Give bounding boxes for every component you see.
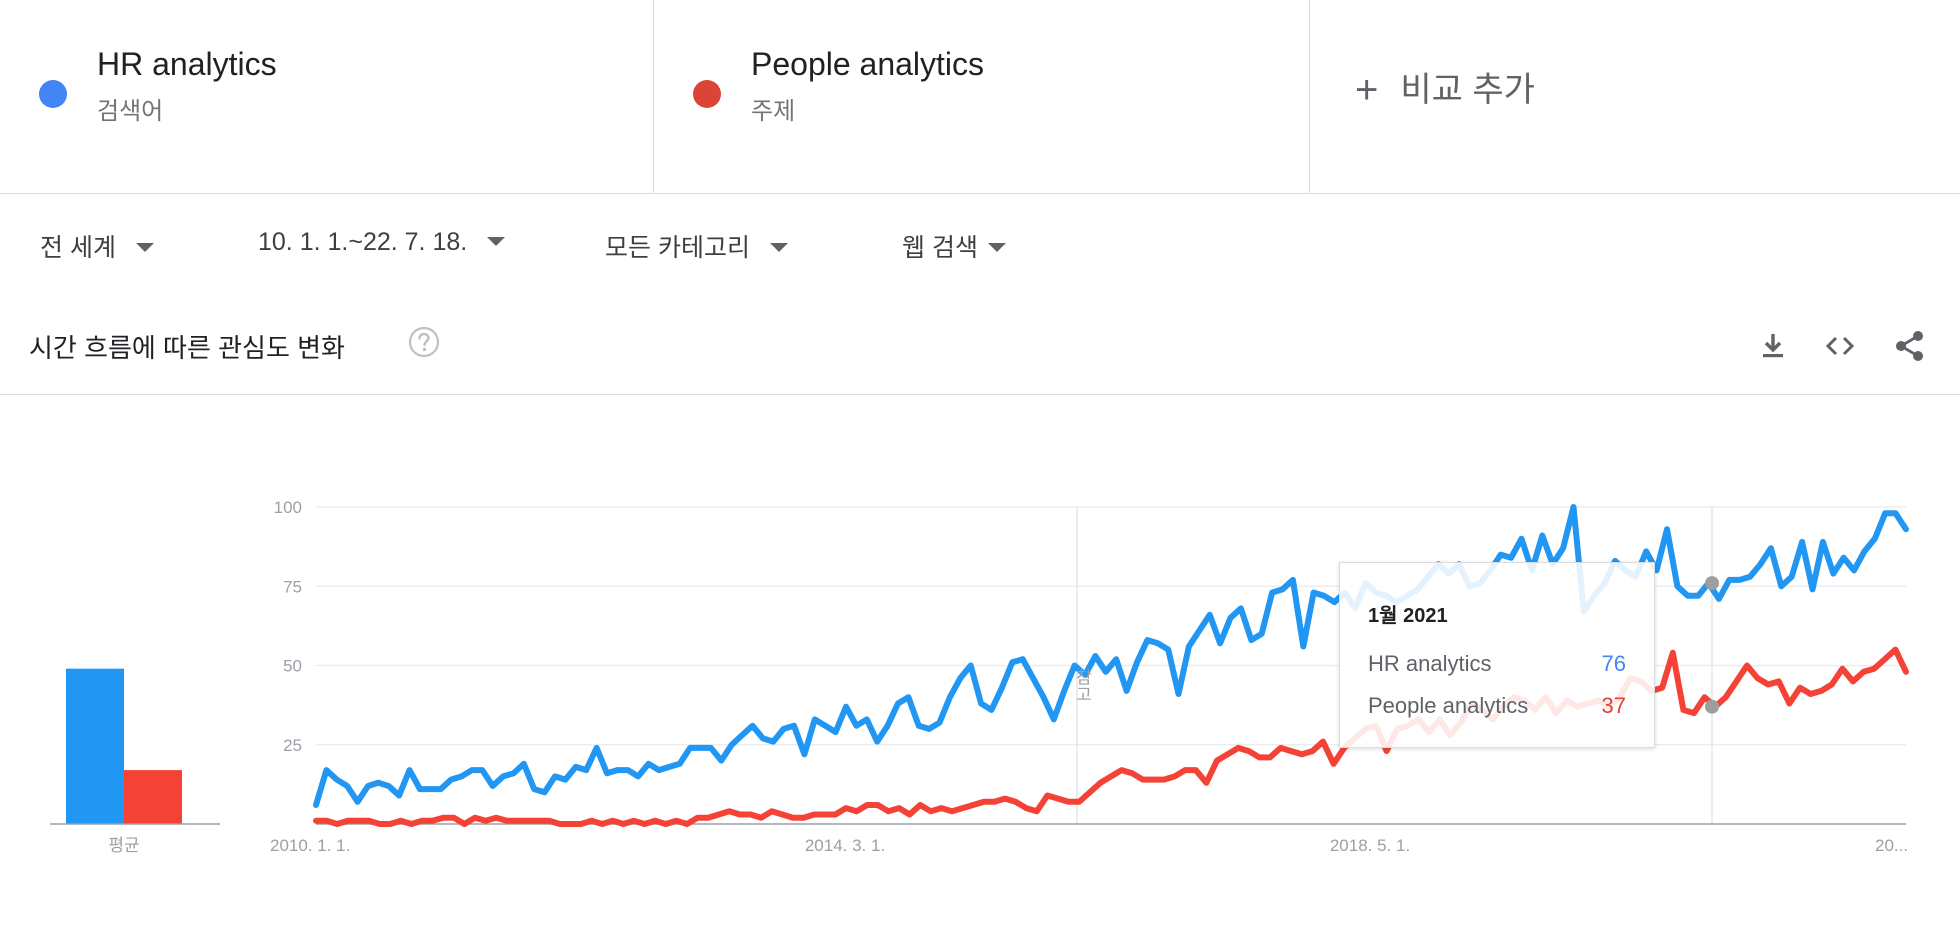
tooltip-series-value: 37 [1601,693,1626,718]
series-color-dot-blue [39,80,67,108]
region-label: 전 세계 [40,234,116,262]
category-dropdown[interactable]: 모든 카테고리 [605,228,788,264]
y-tick-label: 50 [283,657,302,676]
term-card-people-analytics[interactable]: People analytics 주제 [654,0,1310,193]
caret-down-icon [769,243,788,252]
date-range-label: 10. 1. 1.~22. 7. 18. [258,228,468,256]
interest-over-time-chart[interactable]: 평균 25 50 75 100 참고 2010. 1. 1. 2014. 3. 1. 2018.… [0,395,1960,944]
term-name: People analytics [751,46,985,82]
category-label: 모든 카테고리 [605,234,750,262]
series-line [313,646,1909,827]
x-tick-label: 2014. 3. 1. [805,836,885,855]
date-range-dropdown[interactable]: 10. 1. 1.~22. 7. 18. [258,228,506,257]
section-header: 시간 흐름에 따른 관심도 변화 [0,316,1960,395]
average-bar [66,668,124,824]
term-card-hr-analytics[interactable]: HR analytics 검색어 [0,0,654,193]
code-embed-icon[interactable] [1822,328,1858,364]
y-tick-label: 75 [283,577,302,596]
caret-down-icon [487,237,506,246]
download-icon[interactable] [1755,328,1791,364]
plus-icon: + [1355,68,1379,112]
compare-terms-bar: HR analytics 검색어 People analytics 주제 + 비교… [0,0,1960,194]
add-compare-button[interactable]: + 비교 추가 [1355,62,1535,113]
add-compare-card: + 비교 추가 [1310,0,1960,193]
chart-tooltip: 1월 2021 HR analytics 76 People analytics… [1339,562,1655,748]
caret-down-icon [135,243,154,252]
series-color-dot-red [693,80,721,108]
help-circle-icon[interactable] [408,326,440,358]
tooltip-series-label: HR analytics [1368,651,1492,676]
caret-down-icon [987,243,1006,252]
search-type-dropdown[interactable]: 웹 검색 [902,228,1006,264]
filter-bar: 전 세계 10. 1. 1.~22. 7. 18. 모든 카테고리 웹 검색 [0,228,1960,272]
x-tick-label: 20... [1875,836,1908,855]
average-label: 평균 [108,836,139,855]
x-tick-label: 2018. 5. 1. [1330,836,1410,855]
tooltip-series-value: 76 [1601,651,1626,676]
term-name: HR analytics [97,46,277,82]
hover-point [1705,699,1719,714]
search-type-label: 웹 검색 [902,234,978,262]
annotation-note: 참고 [1073,669,1092,703]
x-tick-label: 2010. 1. 1. [270,836,350,855]
region-dropdown[interactable]: 전 세계 [40,228,154,264]
average-bar [124,770,182,824]
term-type: 주제 [751,98,796,125]
add-compare-label: 비교 추가 [1400,71,1535,109]
tooltip-series-label: People analytics [1368,693,1529,718]
series-line [313,504,1909,808]
tooltip-date: 1월 2021 [1368,605,1448,627]
chart-area: 평균 25 50 75 100 참고 2010. 1. 1. 2014. 3. 1. 2018.… [0,395,1960,944]
section-title: 시간 흐름에 따른 관심도 변화 [29,333,345,363]
hover-point [1705,576,1719,591]
y-tick-label: 25 [283,736,302,755]
share-icon[interactable] [1892,328,1928,364]
term-type: 검색어 [97,98,164,125]
y-tick-label: 100 [274,498,302,517]
